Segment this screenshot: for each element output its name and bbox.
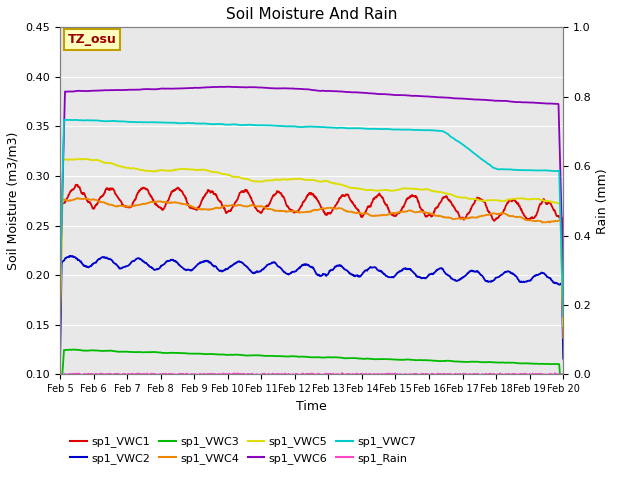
sp1_VWC7 (343, 125, 351, 131)
sp1_VWC6 (343, 89, 351, 95)
sp1_VWC4 (270, 207, 278, 213)
sp1_VWC3 (116, 349, 124, 355)
sp1_VWC6 (559, 274, 567, 279)
sp1_VWC2 (343, 267, 351, 273)
sp1_VWC6 (223, 84, 231, 89)
sp1_Rain (56, 371, 64, 376)
Y-axis label: Rain (mm): Rain (mm) (596, 168, 609, 234)
sp1_VWC1 (116, 197, 124, 203)
sp1_VWC2 (270, 260, 278, 265)
sp1_Rain (343, 373, 351, 379)
sp1_VWC4 (343, 209, 351, 215)
sp1_VWC5 (95, 157, 103, 163)
sp1_VWC6 (280, 85, 288, 91)
sp1_VWC2 (116, 265, 124, 271)
sp1_VWC2 (280, 269, 288, 275)
sp1_VWC1 (289, 208, 297, 214)
Title: Soil Moisture And Rain: Soil Moisture And Rain (226, 7, 397, 22)
sp1_Rain (116, 372, 124, 377)
sp1_VWC5 (343, 183, 351, 189)
sp1_Rain (269, 372, 277, 377)
sp1_VWC7 (559, 313, 567, 319)
sp1_VWC1 (280, 195, 288, 201)
Line: sp1_VWC6: sp1_VWC6 (60, 86, 563, 283)
sp1_Rain (559, 372, 567, 378)
sp1_VWC5 (56, 313, 64, 319)
sp1_VWC4 (74, 195, 82, 201)
sp1_Rain (289, 372, 297, 378)
Legend: sp1_VWC1, sp1_VWC2, sp1_VWC3, sp1_VWC4, sp1_VWC5, sp1_VWC6, sp1_VWC7, sp1_Rain: sp1_VWC1, sp1_VWC2, sp1_VWC3, sp1_VWC4, … (65, 432, 421, 468)
sp1_VWC2 (289, 269, 297, 275)
Line: sp1_VWC1: sp1_VWC1 (60, 185, 563, 339)
sp1_VWC1 (56, 336, 64, 342)
sp1_VWC5 (270, 177, 278, 182)
sp1_VWC1 (72, 182, 80, 188)
Text: TZ_osu: TZ_osu (68, 33, 116, 46)
Line: sp1_VWC3: sp1_VWC3 (60, 349, 563, 417)
sp1_VWC4 (95, 199, 103, 204)
sp1_Rain (343, 372, 351, 378)
sp1_VWC3 (289, 353, 297, 359)
Line: sp1_VWC5: sp1_VWC5 (60, 159, 563, 326)
sp1_VWC4 (116, 203, 124, 208)
sp1_VWC2 (559, 356, 567, 361)
X-axis label: Time: Time (296, 400, 327, 413)
sp1_VWC6 (289, 85, 297, 91)
Line: sp1_VWC7: sp1_VWC7 (60, 120, 563, 316)
sp1_VWC7 (60, 117, 68, 123)
sp1_VWC7 (270, 123, 278, 129)
sp1_VWC4 (559, 335, 567, 341)
sp1_VWC5 (289, 176, 297, 182)
Line: sp1_VWC4: sp1_VWC4 (60, 198, 563, 338)
sp1_VWC3 (95, 348, 103, 354)
sp1_VWC1 (343, 192, 351, 197)
sp1_VWC3 (559, 414, 567, 420)
sp1_VWC3 (69, 347, 77, 352)
sp1_VWC7 (95, 118, 103, 123)
sp1_Rain (280, 372, 288, 377)
sp1_VWC4 (56, 325, 64, 331)
sp1_VWC7 (280, 123, 288, 129)
Y-axis label: Soil Moisture (m3/m3): Soil Moisture (m3/m3) (7, 132, 20, 270)
sp1_VWC3 (343, 355, 351, 361)
sp1_VWC7 (289, 123, 297, 129)
sp1_VWC5 (82, 156, 90, 162)
Line: sp1_VWC2: sp1_VWC2 (60, 256, 563, 368)
sp1_VWC6 (95, 88, 103, 94)
sp1_VWC3 (270, 353, 278, 359)
sp1_VWC4 (289, 208, 297, 214)
sp1_VWC3 (56, 407, 64, 412)
sp1_VWC2 (67, 253, 74, 259)
sp1_Rain (95, 372, 103, 378)
sp1_VWC1 (270, 192, 278, 198)
sp1_VWC7 (116, 119, 124, 124)
sp1_VWC3 (280, 353, 288, 359)
sp1_VWC2 (95, 256, 103, 262)
sp1_VWC5 (116, 163, 124, 169)
sp1_VWC6 (56, 280, 64, 286)
sp1_VWC6 (270, 85, 278, 91)
sp1_VWC1 (95, 196, 103, 202)
sp1_VWC2 (56, 365, 64, 371)
sp1_VWC7 (56, 287, 64, 292)
sp1_VWC5 (559, 323, 567, 329)
sp1_VWC6 (116, 87, 124, 93)
sp1_VWC4 (280, 208, 288, 214)
sp1_VWC5 (280, 176, 288, 182)
Line: sp1_Rain: sp1_Rain (60, 373, 563, 376)
sp1_Rain (338, 370, 346, 376)
sp1_VWC1 (559, 312, 567, 317)
